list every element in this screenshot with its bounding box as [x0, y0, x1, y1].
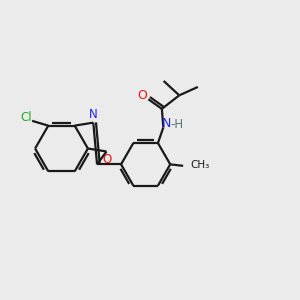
Text: CH₃: CH₃ [190, 160, 210, 170]
Text: -H: -H [171, 118, 184, 131]
Text: N: N [161, 117, 171, 130]
Text: O: O [102, 153, 111, 166]
Text: N: N [89, 108, 98, 121]
Text: O: O [137, 88, 147, 101]
Text: Cl: Cl [20, 111, 32, 124]
